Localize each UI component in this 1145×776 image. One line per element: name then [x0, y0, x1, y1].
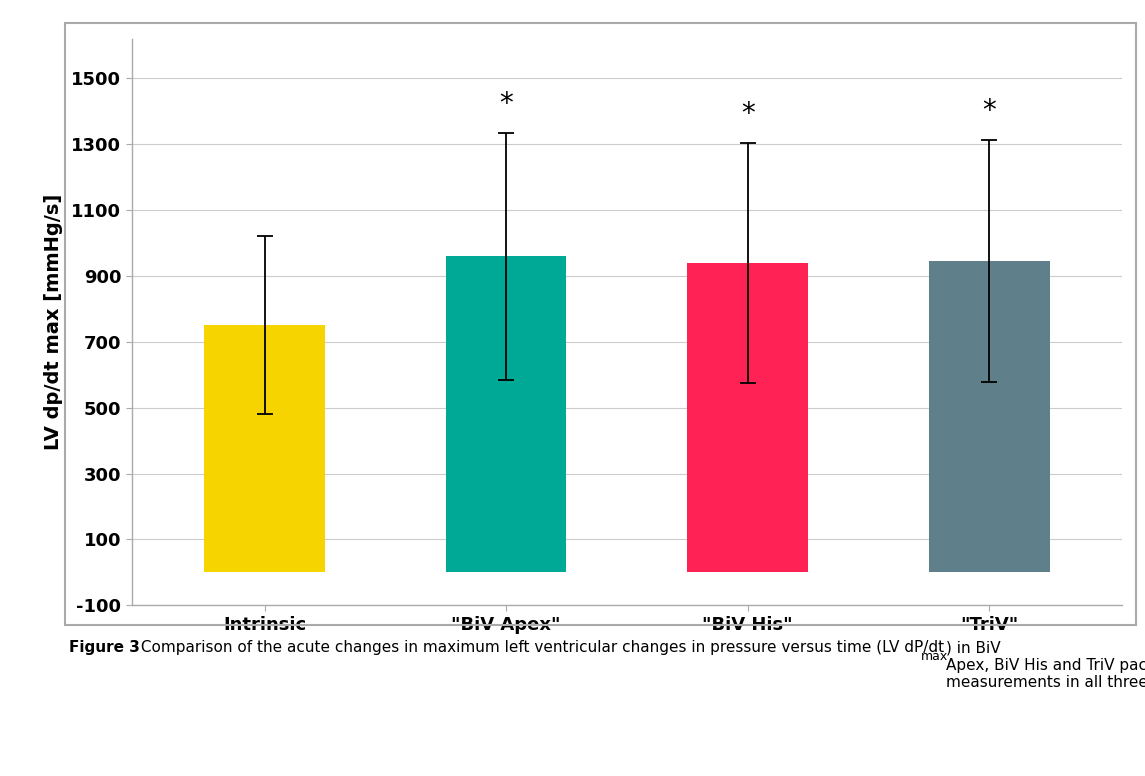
Bar [687, 263, 808, 573]
Bar [204, 325, 325, 573]
Text: *: * [982, 97, 996, 125]
Text: *: * [499, 90, 513, 118]
Text: ) in BiV
Apex, BiV His and TriV pacing configurations versus intrinsic. Data col: ) in BiV Apex, BiV His and TriV pacing c… [946, 640, 1145, 690]
Text: Figure 3: Figure 3 [69, 640, 140, 655]
Y-axis label: LV dp/dt max [mmHg/s]: LV dp/dt max [mmHg/s] [44, 194, 63, 450]
Text: max: max [921, 650, 948, 663]
Bar [929, 261, 1050, 573]
Text: Comparison of the acute changes in maximum left ventricular changes in pressure : Comparison of the acute changes in maxim… [136, 640, 945, 655]
Text: *: * [741, 100, 755, 128]
Bar [445, 256, 567, 573]
